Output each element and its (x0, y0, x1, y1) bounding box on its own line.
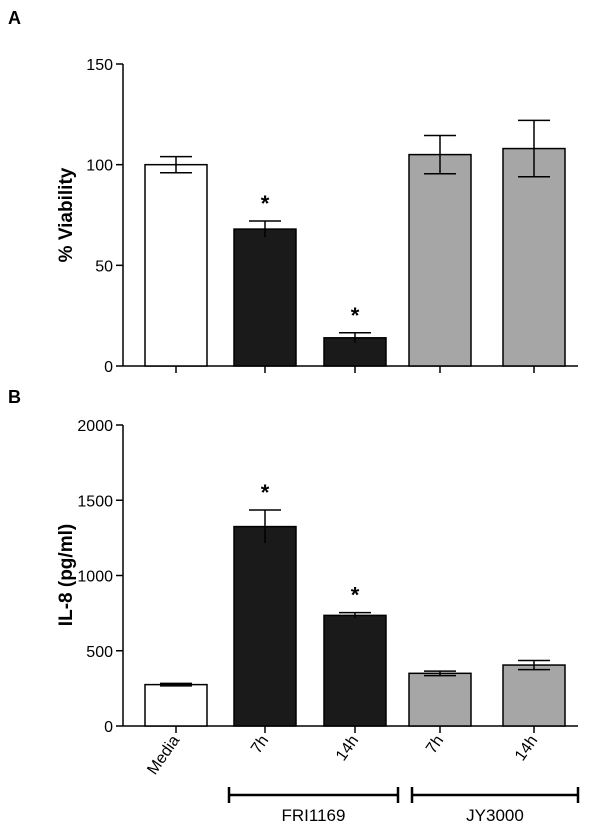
panel-a-bar (323, 337, 387, 367)
panel-b-y-tick-label: 1000 (77, 569, 113, 586)
panel-b-y-tick-label: 1500 (77, 493, 113, 510)
panel-b-significance-star: * (351, 583, 360, 608)
panel-a-y-axis-title: % Viability (56, 167, 77, 262)
panel-a-significance-star: * (351, 303, 360, 328)
group-label: FRI1169 (282, 806, 346, 825)
panel-a-y-tick-label: 150 (86, 57, 113, 74)
panel-b-bar (408, 672, 472, 727)
x-category-label: 14h (512, 733, 541, 765)
panel-a-y-tick-label: 50 (95, 258, 113, 275)
panel-a-bar (408, 153, 472, 367)
panel-b-bar (502, 664, 566, 727)
panel-b-y-tick-label: 0 (104, 719, 113, 736)
panel-b-bar (144, 683, 208, 727)
panel-b-letter: B (8, 387, 21, 407)
group-label: JY3000 (466, 806, 524, 825)
panel-a-bar (233, 228, 297, 367)
panel-a-y-tick-label: 0 (104, 359, 113, 376)
panel-a-y-tick-label: 100 (86, 158, 113, 175)
x-category-label: 7h (423, 733, 447, 757)
panel-b-y-tick-label: 2000 (77, 418, 113, 435)
panel-b-bar (233, 525, 297, 727)
x-category-label: Media (144, 732, 183, 778)
x-category-label: 14h (333, 733, 362, 765)
panel-a-letter: A (8, 8, 21, 28)
panel-b-y-axis-title: IL-8 (pg/ml) (56, 524, 77, 626)
panel-b-y-tick-label: 500 (86, 644, 113, 661)
panel-a-significance-star: * (261, 191, 270, 216)
x-category-label: 7h (248, 733, 272, 757)
panel-b-significance-star: * (261, 480, 270, 505)
panel-b-bar (323, 614, 387, 727)
panel-a: A % Viability 0 50 100 150 * * (8, 8, 578, 376)
panel-a-bar (502, 147, 566, 367)
panel-a-bar (144, 163, 208, 367)
panel-b: B IL-8 (pg/ml) 0 500 1000 1500 2000 * * Media 7h… (8, 387, 580, 825)
